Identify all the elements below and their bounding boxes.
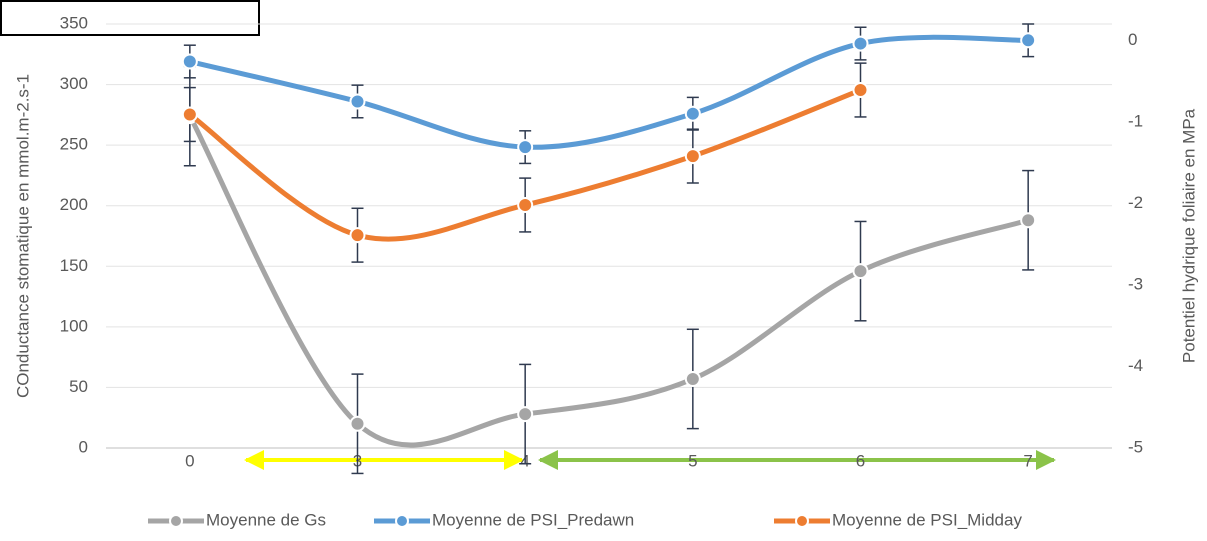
data-point bbox=[181, 53, 198, 70]
x-tick-label: 0 bbox=[185, 451, 194, 470]
data-point bbox=[684, 105, 701, 122]
legend-marker bbox=[395, 514, 409, 528]
data-point bbox=[181, 106, 198, 123]
y-tick-label: 250 bbox=[60, 135, 88, 154]
y2-tick-label: -1 bbox=[1128, 111, 1143, 130]
data-point bbox=[349, 227, 366, 244]
x-tick-label: 5 bbox=[688, 451, 697, 470]
y2-tick-label: -4 bbox=[1128, 356, 1143, 375]
legend-label: Moyenne de Gs bbox=[206, 510, 326, 529]
data-point bbox=[517, 139, 534, 156]
data-point bbox=[1020, 32, 1037, 49]
data-point bbox=[349, 415, 366, 432]
data-point bbox=[684, 148, 701, 165]
data-point bbox=[684, 370, 701, 387]
series-line bbox=[187, 34, 1031, 150]
y2-tick-label: -5 bbox=[1128, 437, 1143, 456]
x-tick-label: 6 bbox=[856, 451, 865, 470]
data-point bbox=[517, 197, 534, 214]
data-point bbox=[852, 82, 869, 99]
data-point bbox=[1020, 212, 1037, 229]
y-tick-label: 50 bbox=[69, 377, 88, 396]
y2-axis-title: Potentiel hydrique foliaire en MPa bbox=[1179, 108, 1198, 363]
legend-label: Moyenne de PSI_Predawn bbox=[432, 510, 634, 529]
y-tick-label: 200 bbox=[60, 195, 88, 214]
y-axis-title: COnductance stomatique en mmol.m-2.s-1 bbox=[13, 74, 32, 398]
y-tick-label: 150 bbox=[60, 256, 88, 275]
series-line bbox=[187, 113, 1031, 448]
y-tick-label: 100 bbox=[60, 316, 88, 335]
y-tick-label: 0 bbox=[79, 437, 88, 456]
x-tick-label: 7 bbox=[1023, 451, 1032, 470]
legend-label: Moyenne de PSI_Midday bbox=[832, 510, 1022, 529]
y-tick-label: 350 bbox=[60, 13, 88, 32]
legend-marker bbox=[795, 514, 809, 528]
y-tick-label: 300 bbox=[60, 74, 88, 93]
title-box bbox=[0, 0, 260, 36]
y2-tick-label: 0 bbox=[1128, 30, 1137, 49]
data-point bbox=[852, 263, 869, 280]
data-point bbox=[349, 93, 366, 110]
data-point bbox=[852, 35, 869, 52]
data-point bbox=[517, 406, 534, 423]
y2-tick-label: -3 bbox=[1128, 274, 1143, 293]
legend-marker bbox=[169, 514, 183, 528]
y2-tick-label: -2 bbox=[1128, 193, 1143, 212]
